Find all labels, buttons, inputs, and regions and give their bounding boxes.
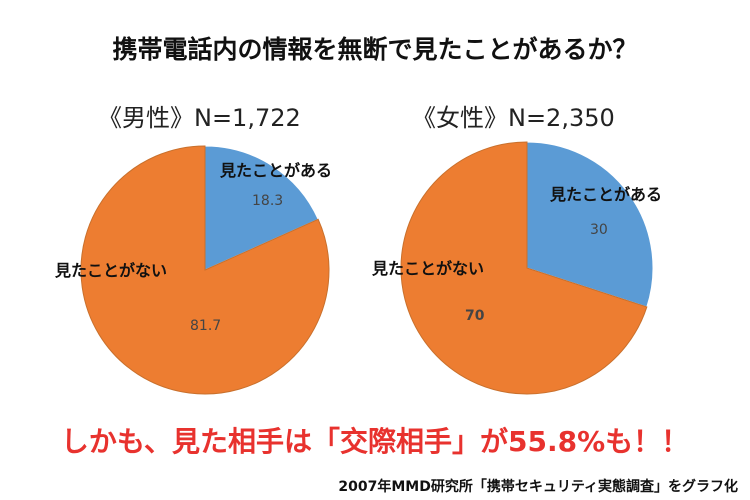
pie-slice-1-1 bbox=[400, 141, 648, 395]
female-chart-title: 《女性》N=2,350 bbox=[412, 104, 615, 132]
value-label-1-0: 30 bbox=[590, 222, 608, 238]
pie-slice-1-0 bbox=[526, 141, 654, 308]
male-chart-title: 《男性》N=1,722 bbox=[98, 104, 301, 132]
slice-label-1-1: 見たことがない bbox=[371, 259, 484, 278]
pie-slice-0-1 bbox=[80, 145, 330, 395]
pie-slice-0-0 bbox=[204, 145, 319, 271]
highlight-note: しかも、見た相手は「交際相手」が55.8%も！！ bbox=[60, 425, 690, 458]
slice-label-0-0: 見たことがある bbox=[219, 161, 332, 180]
value-label-1-1: 70 bbox=[465, 308, 485, 324]
slice-label-0-1: 見たことがない bbox=[54, 261, 167, 280]
value-label-0-1: 81.7 bbox=[190, 318, 221, 334]
source-caption: 2007年MMD研究所「携帯セキュリティ実態調査」をグラフ化 bbox=[338, 479, 738, 495]
page-title: 携帯電話内の情報を無断で見たことがあるか？ bbox=[112, 35, 638, 64]
slice-label-1-0: 見たことがある bbox=[549, 185, 662, 204]
value-label-0-0: 18.3 bbox=[252, 193, 283, 209]
